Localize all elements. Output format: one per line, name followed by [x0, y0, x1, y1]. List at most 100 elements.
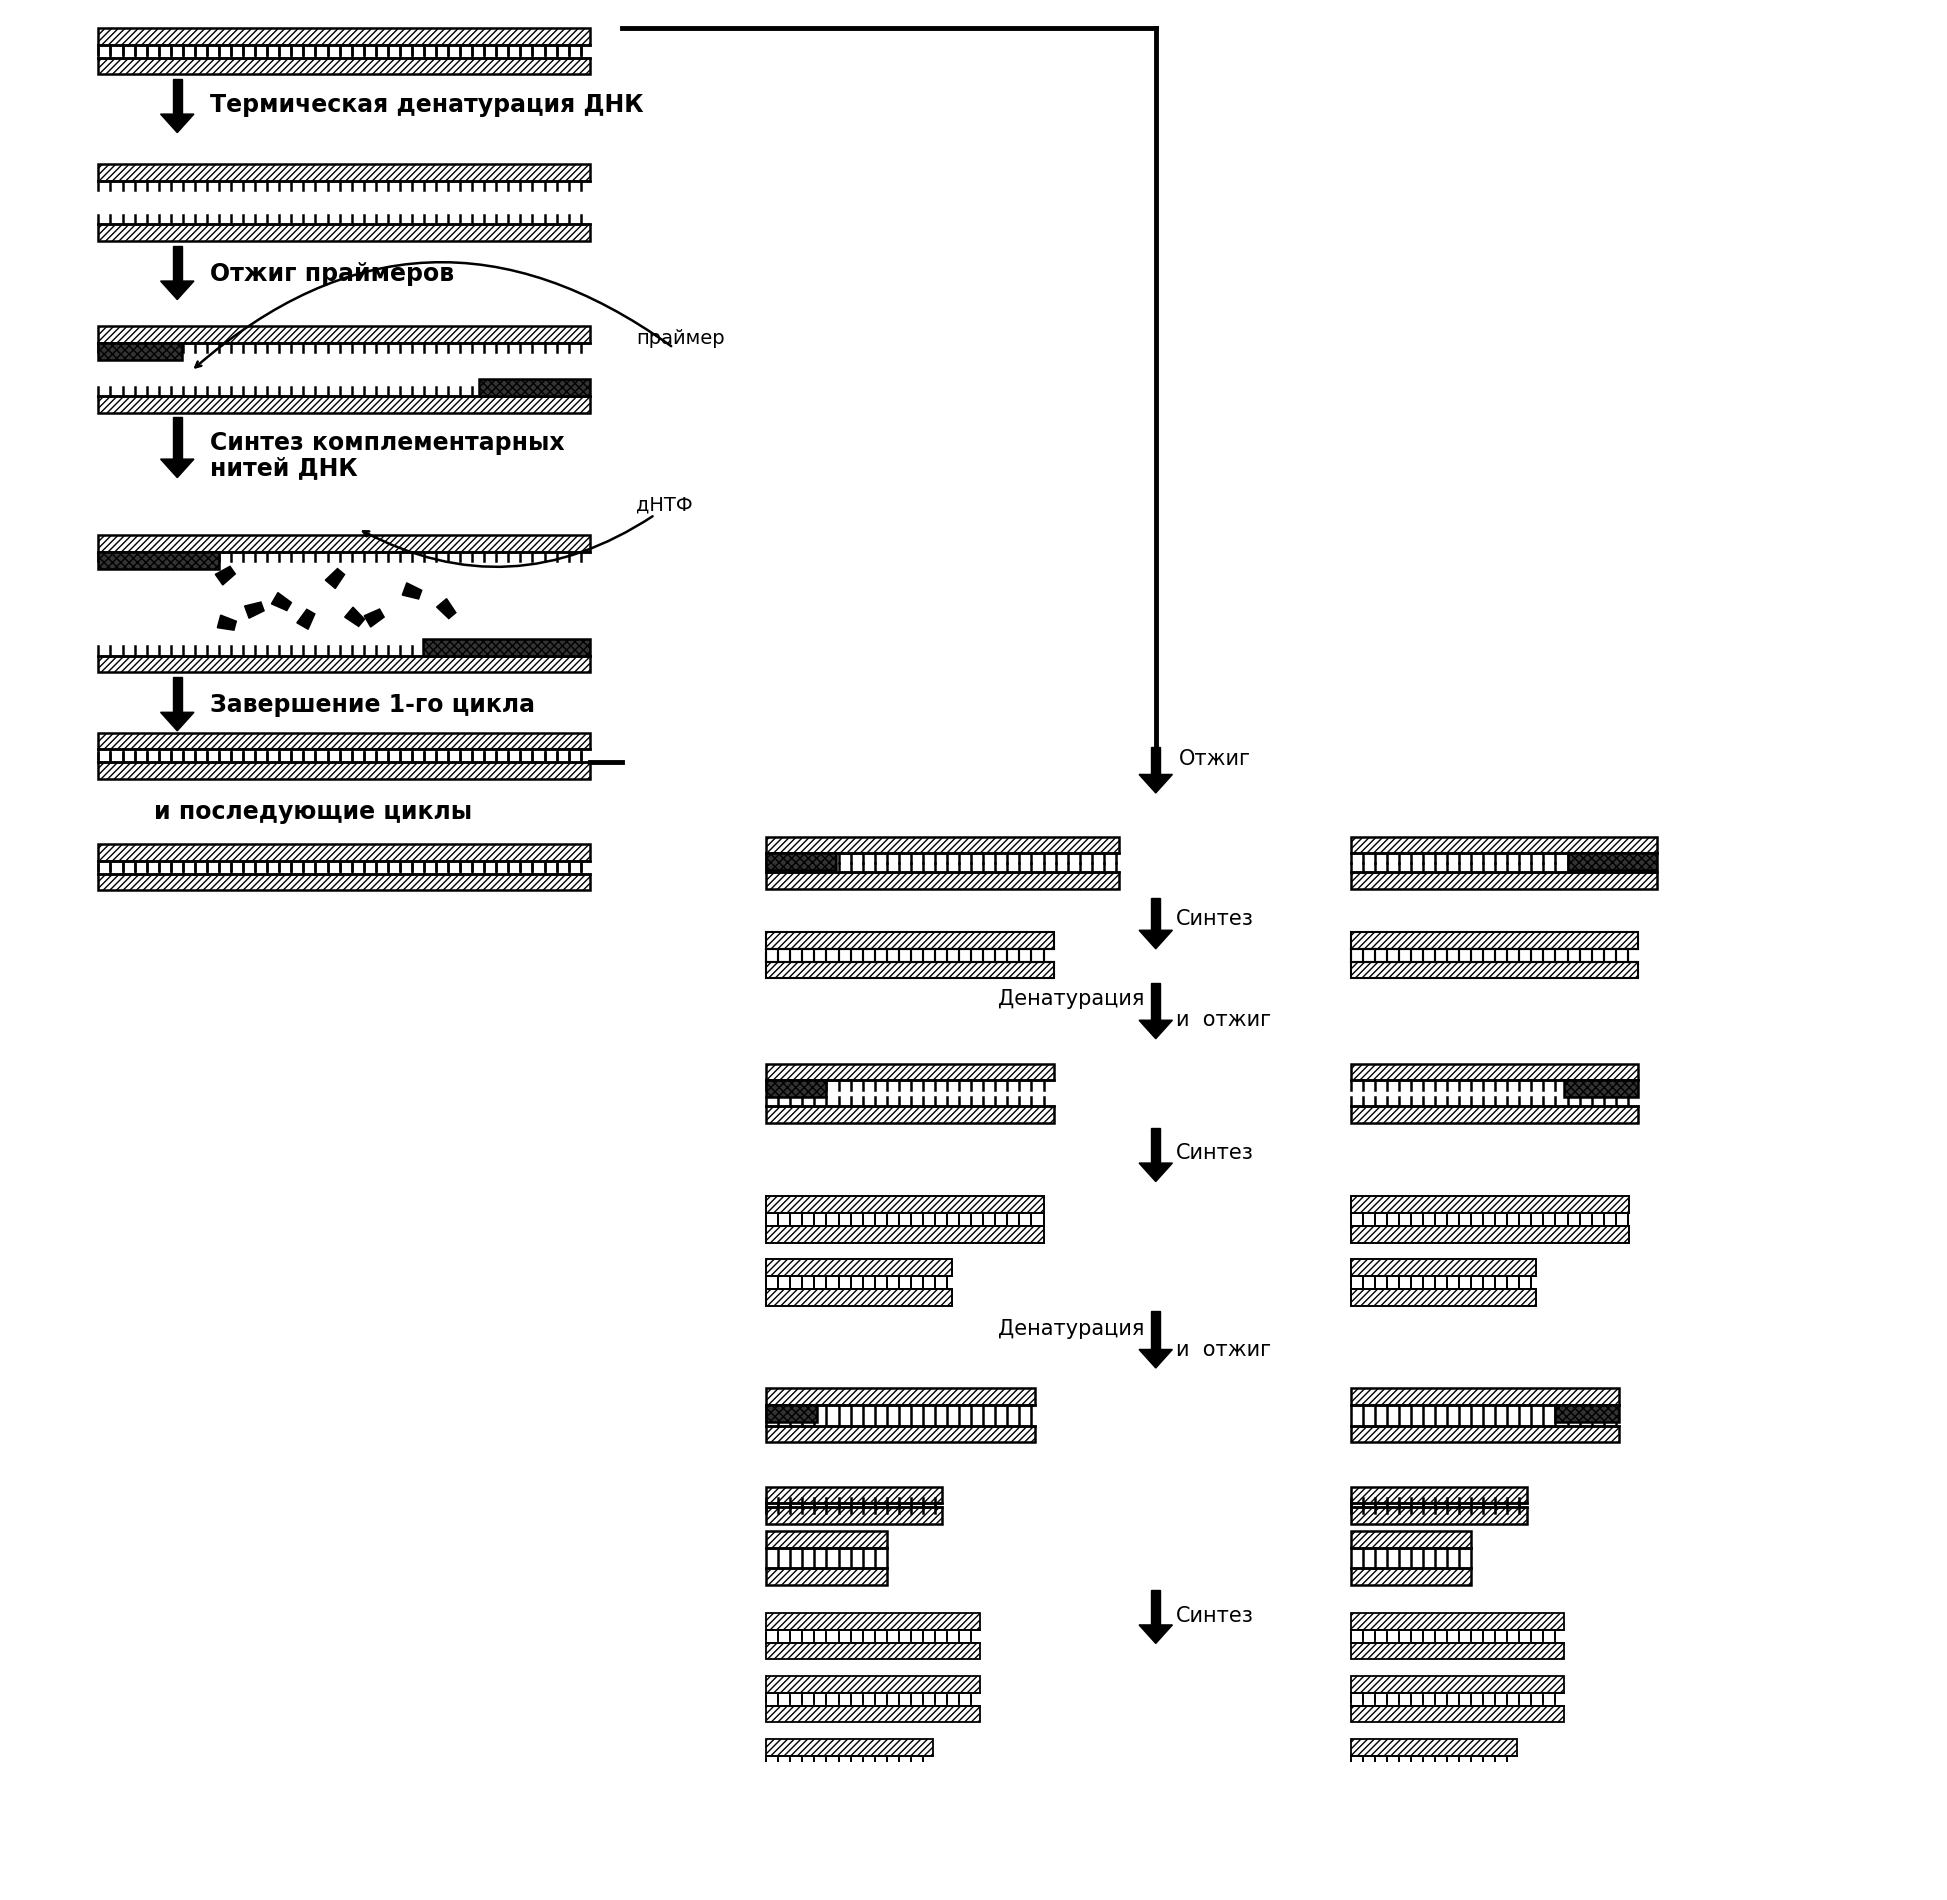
Bar: [767, 1832, 886, 1849]
Bar: [99, 551, 218, 568]
Text: праймер: праймер: [637, 329, 724, 348]
Bar: [767, 872, 1120, 889]
Polygon shape: [160, 460, 195, 477]
Bar: [1151, 1311, 1160, 1349]
Text: нитей ДНК: нитей ДНК: [210, 456, 358, 481]
Bar: [1351, 1389, 1620, 1406]
Bar: [1151, 1856, 1160, 1883]
Polygon shape: [1139, 1883, 1172, 1900]
Bar: [767, 961, 1053, 978]
Bar: [767, 1290, 952, 1305]
Bar: [1151, 1129, 1160, 1163]
Bar: [173, 78, 181, 114]
Text: Термическая денатурация ДНК: Термическая денатурация ДНК: [210, 93, 643, 116]
Text: Отжиг праймеров: Отжиг праймеров: [210, 262, 454, 285]
Polygon shape: [436, 598, 456, 619]
Bar: [99, 844, 590, 861]
Bar: [1351, 1769, 1517, 1786]
Bar: [767, 1389, 1036, 1406]
Bar: [1151, 982, 1160, 1020]
Polygon shape: [403, 583, 422, 598]
Bar: [1351, 1064, 1637, 1081]
Bar: [1351, 1738, 1517, 1756]
Bar: [1351, 872, 1657, 889]
Polygon shape: [160, 114, 195, 133]
Bar: [767, 1613, 979, 1630]
Polygon shape: [216, 566, 236, 585]
Text: и последующие циклы: и последующие циклы: [154, 800, 473, 823]
Bar: [767, 1260, 952, 1277]
Bar: [767, 1106, 1053, 1123]
Bar: [767, 1531, 886, 1548]
Bar: [99, 656, 590, 673]
Bar: [99, 874, 590, 891]
Bar: [1569, 853, 1657, 870]
Bar: [1351, 1507, 1526, 1524]
Polygon shape: [1139, 1624, 1172, 1644]
Text: Синтез комплементарных: Синтез комплементарных: [210, 431, 565, 456]
Bar: [99, 224, 590, 241]
Bar: [99, 536, 590, 551]
Bar: [1563, 1081, 1637, 1096]
Text: дНТФ: дНТФ: [637, 496, 693, 515]
Text: Синтез: Синтез: [1176, 1606, 1254, 1626]
Bar: [99, 344, 181, 359]
Bar: [1351, 1676, 1563, 1693]
Bar: [422, 638, 590, 656]
Text: Денатурация: Денатурация: [999, 1319, 1145, 1340]
Text: Синтез: Синтез: [1176, 908, 1254, 929]
Polygon shape: [296, 610, 315, 629]
Polygon shape: [1139, 1163, 1172, 1182]
Bar: [1351, 1568, 1472, 1585]
Bar: [767, 1738, 933, 1756]
Bar: [1351, 961, 1637, 978]
Polygon shape: [160, 281, 195, 300]
Bar: [1351, 1832, 1472, 1849]
Bar: [1351, 1613, 1563, 1630]
Bar: [767, 1507, 942, 1524]
Polygon shape: [1139, 1349, 1172, 1368]
Bar: [1151, 1590, 1160, 1624]
Bar: [767, 1064, 1053, 1081]
Bar: [99, 762, 590, 779]
Bar: [767, 1706, 979, 1721]
Bar: [1351, 1706, 1563, 1721]
Bar: [1554, 1406, 1620, 1421]
Polygon shape: [218, 616, 236, 631]
Bar: [767, 1081, 826, 1096]
Bar: [1351, 1106, 1637, 1123]
Bar: [1351, 1486, 1526, 1503]
Bar: [99, 163, 590, 180]
Bar: [767, 1197, 1044, 1212]
Bar: [99, 57, 590, 74]
Text: Денатурация: Денатурация: [999, 988, 1145, 1009]
Bar: [767, 1676, 979, 1693]
Bar: [767, 1486, 942, 1503]
Bar: [1351, 1290, 1536, 1305]
Bar: [767, 1406, 818, 1421]
Bar: [1351, 1642, 1563, 1659]
Bar: [1351, 1260, 1536, 1277]
Polygon shape: [160, 712, 195, 732]
Bar: [1351, 933, 1637, 948]
Bar: [767, 836, 1120, 853]
Bar: [767, 1769, 933, 1786]
Polygon shape: [364, 610, 384, 627]
Text: и  отжиг: и отжиг: [1176, 1011, 1271, 1030]
Text: Завершение 1-го цикла: Завершение 1-го цикла: [210, 694, 535, 716]
Text: и  отжиг: и отжиг: [1176, 1340, 1271, 1360]
Polygon shape: [1139, 931, 1172, 948]
Bar: [99, 733, 590, 749]
Polygon shape: [345, 608, 364, 627]
Bar: [1351, 1425, 1620, 1442]
Bar: [173, 676, 181, 712]
Bar: [767, 1226, 1044, 1243]
Bar: [767, 1642, 979, 1659]
Bar: [1151, 747, 1160, 775]
Text: Синтез: Синтез: [1176, 1142, 1254, 1163]
Polygon shape: [245, 602, 265, 618]
Bar: [173, 245, 181, 281]
Bar: [1351, 1226, 1630, 1243]
Bar: [767, 1801, 886, 1818]
Text: Отжиг: Отжиг: [1180, 749, 1250, 770]
